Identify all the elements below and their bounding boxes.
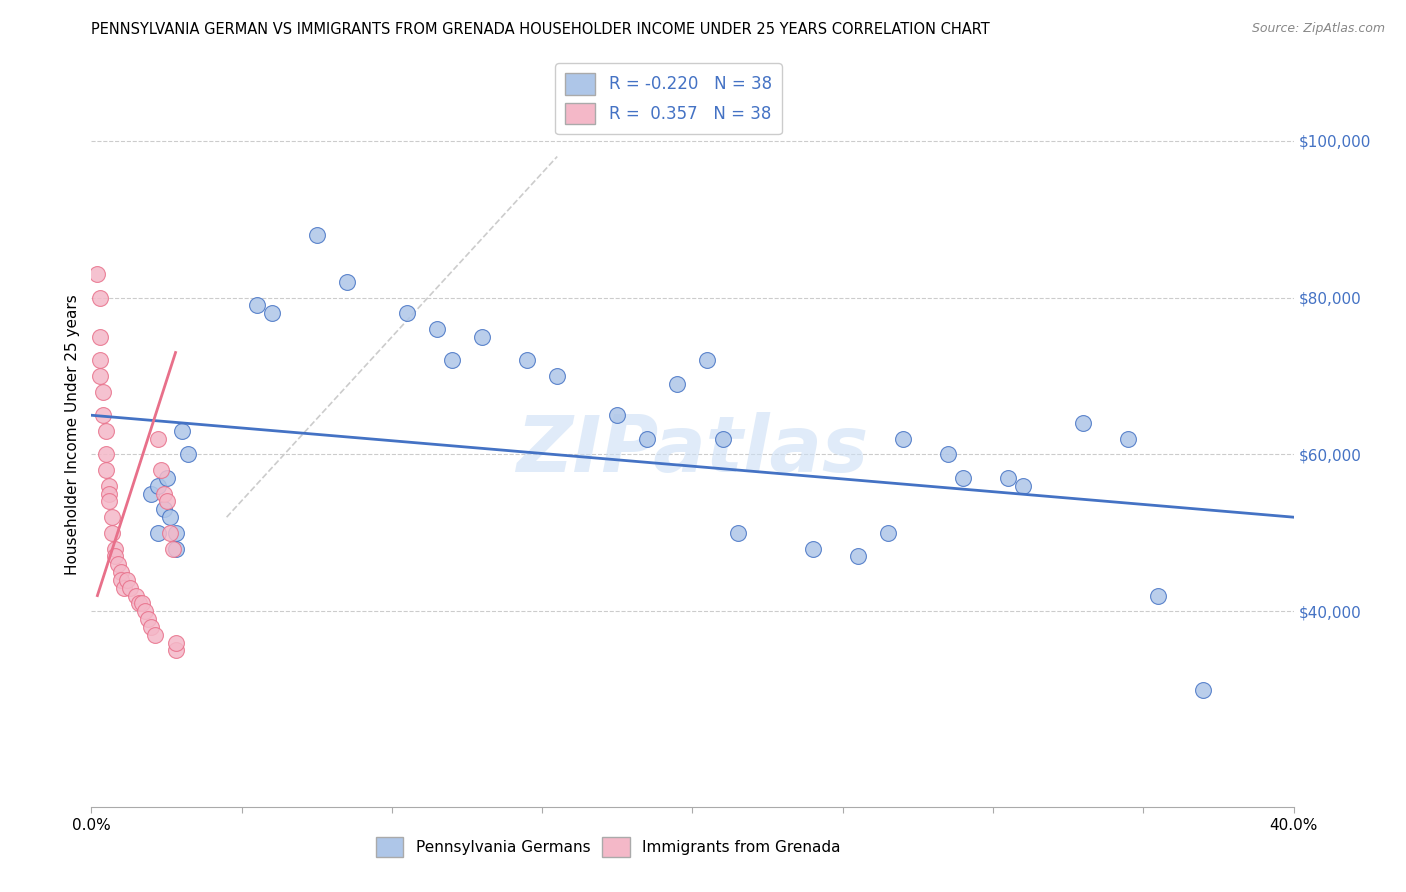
Point [89, 353, 111, 368]
Point [952, 471, 974, 485]
Point [128, 596, 150, 610]
Point [606, 409, 628, 423]
Point [997, 471, 1019, 485]
Point [801, 541, 824, 556]
Point [159, 510, 181, 524]
Point [141, 620, 163, 634]
Point [134, 604, 156, 618]
Point [98, 494, 121, 508]
Point [471, 330, 494, 344]
Point [1012, 479, 1035, 493]
Point [1116, 432, 1139, 446]
Point [711, 432, 734, 446]
Point [727, 525, 749, 540]
Legend: Pennsylvania Germans, Immigrants from Grenada: Pennsylvania Germans, Immigrants from Gr… [370, 831, 846, 863]
Point [876, 525, 898, 540]
Y-axis label: Householder Income Under 25 years: Householder Income Under 25 years [65, 294, 80, 575]
Point [143, 628, 166, 642]
Point [165, 541, 187, 556]
Point [104, 541, 127, 556]
Point [395, 306, 418, 320]
Text: ZIPatlas: ZIPatlas [516, 412, 869, 488]
Point [516, 353, 538, 368]
Point [155, 471, 177, 485]
Point [96, 447, 118, 461]
Point [120, 581, 142, 595]
Point [96, 463, 118, 477]
Point [1147, 589, 1170, 603]
Point [440, 353, 463, 368]
Point [305, 227, 328, 242]
Point [110, 565, 132, 579]
Point [89, 291, 111, 305]
Point [93, 409, 115, 423]
Point [89, 369, 111, 384]
Point [89, 330, 111, 344]
Point [636, 432, 658, 446]
Point [176, 447, 198, 461]
Point [546, 369, 568, 384]
Point [165, 643, 187, 657]
Point [336, 275, 359, 289]
Point [146, 432, 169, 446]
Point [152, 486, 174, 500]
Point [93, 384, 115, 399]
Point [138, 612, 160, 626]
Point [170, 424, 193, 438]
Point [666, 376, 689, 391]
Point [1192, 682, 1215, 697]
Point [101, 525, 124, 540]
Point [162, 541, 184, 556]
Text: PENNSYLVANIA GERMAN VS IMMIGRANTS FROM GRENADA HOUSEHOLDER INCOME UNDER 25 YEARS: PENNSYLVANIA GERMAN VS IMMIGRANTS FROM G… [91, 22, 990, 37]
Point [155, 494, 177, 508]
Point [1071, 416, 1094, 430]
Point [110, 573, 132, 587]
Point [165, 635, 187, 649]
Point [131, 596, 153, 610]
Text: Source: ZipAtlas.com: Source: ZipAtlas.com [1251, 22, 1385, 36]
Point [891, 432, 914, 446]
Point [152, 502, 174, 516]
Point [846, 549, 869, 564]
Point [426, 322, 449, 336]
Point [107, 558, 129, 572]
Point [159, 525, 181, 540]
Point [696, 353, 718, 368]
Point [98, 486, 121, 500]
Point [260, 306, 283, 320]
Point [246, 298, 269, 312]
Point [165, 525, 187, 540]
Point [86, 267, 108, 281]
Point [146, 479, 169, 493]
Point [141, 486, 163, 500]
Point [96, 424, 118, 438]
Point [146, 525, 169, 540]
Point [149, 463, 172, 477]
Point [98, 479, 121, 493]
Point [101, 510, 124, 524]
Point [117, 573, 139, 587]
Point [114, 581, 136, 595]
Point [125, 589, 148, 603]
Point [936, 447, 959, 461]
Point [104, 549, 127, 564]
